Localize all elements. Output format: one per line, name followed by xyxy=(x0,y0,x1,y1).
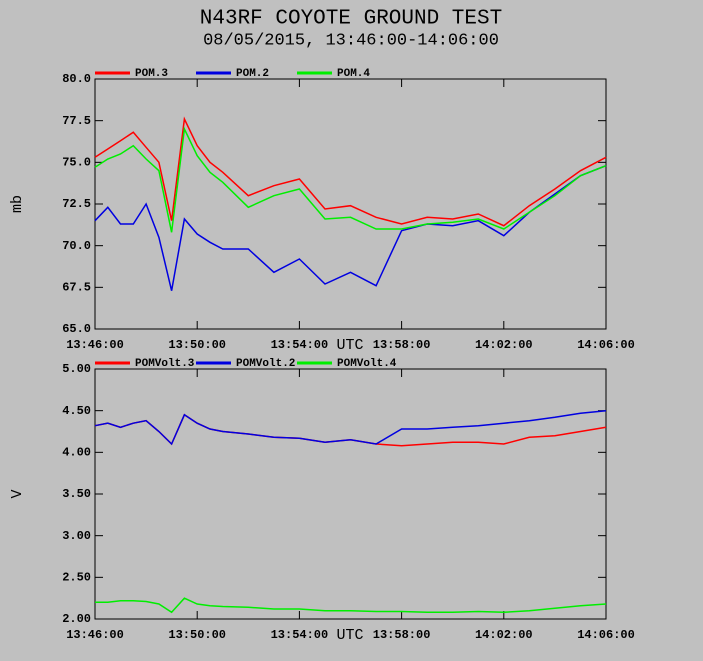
chart-title: N43RF COYOTE GROUND TEST xyxy=(200,8,502,31)
y-tick-label: 4.00 xyxy=(62,446,91,460)
y-tick-label: 70.0 xyxy=(62,239,91,253)
x-tick-label: 13:54:00 xyxy=(271,628,329,642)
x-tick-label: 14:06:00 xyxy=(577,628,635,642)
y-tick-label: 5.00 xyxy=(62,362,91,376)
legend-label: POM.4 xyxy=(337,68,370,80)
x-axis-label: UTC xyxy=(336,337,363,354)
x-tick-label: 13:46:00 xyxy=(66,628,124,642)
line-series xyxy=(95,597,607,614)
x-tick-label: 13:54:00 xyxy=(271,338,329,352)
legend-label: POMVolt.2 xyxy=(236,358,295,370)
x-tick-label: 14:06:00 xyxy=(577,338,635,352)
y-tick-label: 4.50 xyxy=(62,404,91,418)
y-tick-label: 3.00 xyxy=(62,529,91,543)
y-tick-label: 2.00 xyxy=(62,612,91,626)
line-series xyxy=(94,413,607,447)
y-tick-label: 65.0 xyxy=(62,322,91,336)
x-tick-label: 13:58:00 xyxy=(373,338,431,352)
x-tick-label: 13:50:00 xyxy=(168,628,226,642)
y-tick-label: 75.0 xyxy=(62,156,91,170)
x-tick-label: 13:46:00 xyxy=(66,338,124,352)
line-series xyxy=(94,126,607,233)
legend-label: POM.3 xyxy=(135,68,168,80)
x-tick-label: 13:50:00 xyxy=(168,338,226,352)
plot-frame xyxy=(94,78,607,330)
x-axis-label: UTC xyxy=(336,627,363,644)
x-tick-label: 14:02:00 xyxy=(475,628,533,642)
legend-label: POM.2 xyxy=(236,68,269,80)
legend-label: POMVolt.4 xyxy=(337,358,397,370)
y-tick-label: 67.5 xyxy=(62,281,91,295)
y-tick-label: 72.5 xyxy=(62,197,91,211)
x-tick-label: 13:58:00 xyxy=(373,628,431,642)
line-series xyxy=(94,116,607,227)
chart-subtitle: 08/05/2015, 13:46:00-14:06:00 xyxy=(203,31,499,50)
x-tick-label: 14:02:00 xyxy=(475,338,533,352)
plot-frame xyxy=(94,368,607,620)
y-tick-label: 77.5 xyxy=(62,114,91,128)
y-axis-label: mb xyxy=(9,195,26,213)
line-series xyxy=(94,165,607,291)
y-tick-label: 2.50 xyxy=(62,571,91,585)
y-tick-label: 80.0 xyxy=(62,72,91,86)
line-series xyxy=(94,409,607,446)
y-tick-label: 3.50 xyxy=(62,487,91,501)
y-axis-label: V xyxy=(9,489,26,498)
legend-label: POMVolt.3 xyxy=(135,358,195,370)
